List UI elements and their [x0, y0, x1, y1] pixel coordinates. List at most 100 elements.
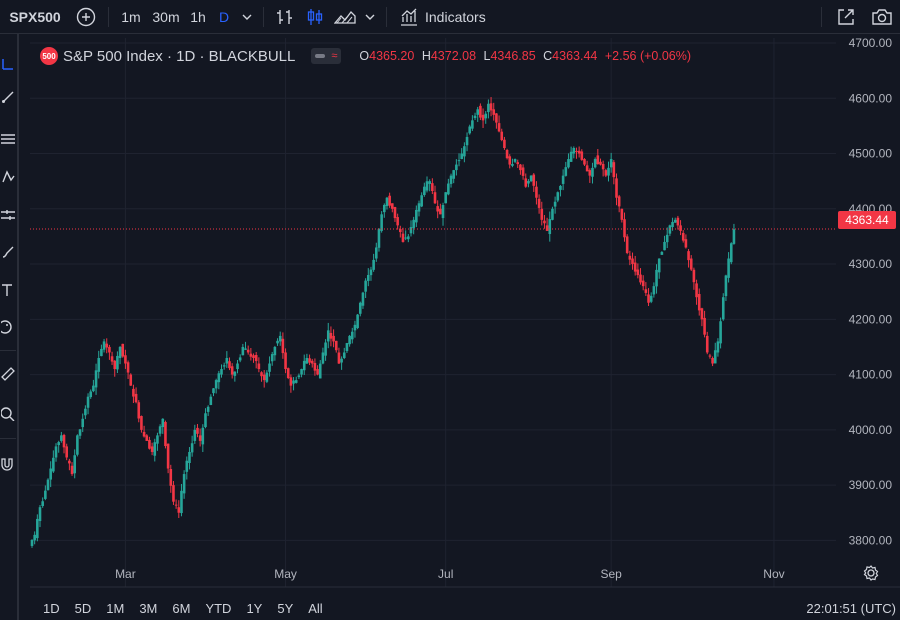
candle-body: [276, 340, 279, 344]
bar-chart-type-button[interactable]: [270, 7, 300, 27]
candle-body: [132, 388, 135, 397]
legend-visibility-toggle[interactable]: ≈: [311, 48, 342, 64]
candle-body: [719, 321, 722, 344]
candle-body: [503, 139, 506, 148]
candle-body: [721, 297, 725, 320]
ruler-tool-icon[interactable]: [0, 366, 16, 382]
interval-1h-button[interactable]: 1h: [185, 9, 211, 25]
camera-icon: [872, 8, 892, 25]
range-1d-button[interactable]: 1D: [43, 600, 60, 616]
area-chart-icon: [334, 10, 356, 24]
candle-body: [158, 426, 162, 434]
pattern-tool-icon[interactable]: [0, 169, 16, 185]
candle-body: [423, 186, 426, 195]
candle-body: [294, 380, 298, 383]
range-5y-button[interactable]: 5Y: [277, 600, 294, 616]
text-tool-icon[interactable]: [0, 282, 16, 298]
chart-legend: 500 S&P 500 Index · 1D · BLACKBULL ≈ O43…: [40, 47, 691, 65]
range-all-button[interactable]: All: [308, 600, 323, 616]
range-1m-button[interactable]: 1M: [106, 600, 125, 616]
candle-body: [383, 204, 386, 213]
magnet-tool-icon[interactable]: [0, 456, 16, 472]
series-title[interactable]: S&P 500 Index · 1D · BLACKBULL: [63, 47, 296, 65]
candle-body: [89, 391, 93, 398]
range-3m-button[interactable]: 3M: [139, 600, 158, 616]
bars-icon: [277, 9, 292, 24]
candle-body: [569, 151, 573, 162]
candle-body: [553, 201, 557, 207]
candle-body: [174, 504, 178, 506]
candle-body: [268, 363, 271, 372]
candle-body: [332, 335, 335, 342]
candle-body: [692, 269, 696, 283]
interval-dropdown-button[interactable]: [237, 11, 257, 23]
candle-body: [84, 408, 87, 416]
candle-body: [60, 435, 63, 441]
low-label: L: [483, 49, 491, 63]
toolbar-divider: [263, 6, 264, 27]
close-label: C: [543, 49, 553, 63]
candle-body: [41, 501, 44, 506]
cursor-tool-icon[interactable]: [0, 56, 16, 72]
open-external-icon: [838, 8, 854, 25]
time-tick-label: Sep: [600, 567, 622, 581]
range-1y-button[interactable]: 1Y: [246, 600, 263, 616]
range-ytd-button[interactable]: YTD: [205, 600, 232, 616]
prediction-tool-icon[interactable]: [0, 207, 16, 223]
candle-body: [310, 360, 314, 364]
candle-body: [345, 343, 349, 352]
candle-body: [38, 507, 42, 522]
candle-body: [647, 294, 650, 303]
emoji-tool-icon[interactable]: [0, 319, 16, 335]
candle-body: [249, 353, 253, 357]
interval-30m-button[interactable]: 30m: [147, 9, 185, 25]
candle-body: [316, 369, 319, 375]
zoom-in-tool-icon[interactable]: [0, 406, 16, 422]
candlestick-series: [30, 97, 736, 548]
candle-body: [671, 221, 674, 227]
brush-tool-icon[interactable]: [0, 244, 16, 260]
candle-body: [180, 490, 183, 514]
candle-body: [65, 446, 68, 458]
chart-type-dropdown-button[interactable]: [360, 11, 380, 23]
candle-body: [340, 358, 343, 363]
range-6m-button[interactable]: 6M: [172, 600, 191, 616]
area-chart-type-button[interactable]: [330, 7, 360, 27]
candle-body: [145, 435, 149, 441]
candle-body: [449, 175, 453, 184]
candle-body: [57, 442, 60, 446]
candle-body: [292, 380, 295, 384]
interval-1m-button[interactable]: 1m: [115, 9, 147, 25]
snapshot-button[interactable]: [864, 7, 900, 27]
candle-body: [238, 357, 242, 361]
candle-body: [601, 163, 605, 170]
price-tick-label: 4300.00: [849, 257, 893, 271]
range-5d-button[interactable]: 5D: [74, 600, 92, 616]
candles-chart-type-button[interactable]: [300, 7, 330, 27]
trend-line-tool-icon[interactable]: [0, 89, 16, 105]
clock-timezone[interactable]: 22:01:51 (UTC): [806, 600, 896, 616]
candle-body: [358, 302, 362, 314]
candle-body: [727, 258, 730, 278]
interval-d-button[interactable]: D: [211, 9, 237, 25]
symbol-search[interactable]: SPX500: [0, 9, 70, 25]
candle-body: [471, 120, 474, 129]
candle-body: [705, 335, 709, 353]
axis-settings-button[interactable]: [862, 564, 880, 582]
candle-body: [49, 468, 52, 480]
fullscreen-button[interactable]: [828, 7, 864, 27]
fib-tool-icon[interactable]: [0, 131, 16, 147]
candle-body: [489, 103, 493, 111]
interval-label: 1m: [121, 8, 141, 25]
candle-body: [52, 457, 55, 472]
indicators-button[interactable]: Indicators: [393, 7, 492, 27]
candle-body: [572, 148, 576, 154]
compare-add-button[interactable]: [70, 7, 102, 27]
candle-body: [588, 170, 592, 176]
candle-body: [516, 162, 520, 165]
high-value: 4372.08: [430, 49, 477, 63]
candle-body: [46, 479, 50, 491]
candle-body: [633, 262, 637, 272]
candle-body: [220, 369, 223, 375]
